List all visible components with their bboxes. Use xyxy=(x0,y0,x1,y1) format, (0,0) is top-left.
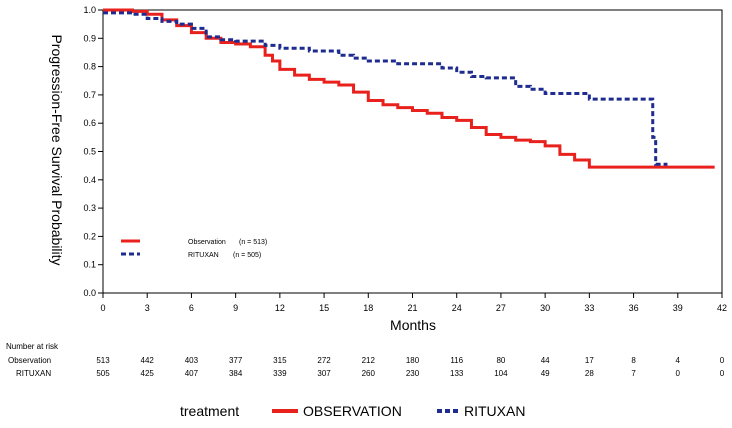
risk-cell: 425 xyxy=(141,369,155,378)
x-axis-label: Months xyxy=(390,317,436,333)
bottom-legend-label: RITUXAN xyxy=(464,403,525,419)
risk-cell: 513 xyxy=(96,356,110,365)
y-axis-label: Progression-Free Survival Probability xyxy=(49,34,65,265)
x-tick-label: 36 xyxy=(629,303,639,313)
inner-legend-label: Observation xyxy=(188,239,226,246)
risk-cell: 260 xyxy=(362,369,376,378)
risk-cell: 339 xyxy=(273,369,287,378)
inner-legend-count: (n = 505) xyxy=(233,252,261,259)
y-tick-label: 0.2 xyxy=(83,231,96,241)
x-tick-label: 21 xyxy=(407,303,417,313)
y-tick-label: 0.8 xyxy=(83,62,96,72)
x-tick-label: 33 xyxy=(584,303,594,313)
x-tick-label: 9 xyxy=(233,303,238,313)
series-line-rituxan xyxy=(103,11,668,166)
y-tick-label: 0.4 xyxy=(83,175,96,185)
risk-cell: 4 xyxy=(676,356,681,365)
bottom-legend: treatment OBSERVATION RITUXAN xyxy=(180,403,525,419)
y-tick-label: 0.5 xyxy=(83,147,96,157)
risk-cell: 116 xyxy=(450,356,463,365)
x-tick-label: 6 xyxy=(189,303,194,313)
y-tick-label: 0.1 xyxy=(83,260,96,270)
risk-cell: 0 xyxy=(720,356,725,365)
risk-cell: 407 xyxy=(185,369,199,378)
y-tick-label: 0.7 xyxy=(83,90,96,100)
risk-cell: 0 xyxy=(676,369,681,378)
risk-cell: 17 xyxy=(585,356,594,365)
series-line-observation xyxy=(103,8,715,169)
risk-cell: 384 xyxy=(229,369,243,378)
x-tick-label: 24 xyxy=(452,303,462,313)
bottom-legend-label: OBSERVATION xyxy=(303,403,402,419)
risk-cell: 272 xyxy=(317,356,331,365)
y-axis: 0.0 0.1 0.2 0.3 0.4 0.5 0.6 0.7 0.8 0.9 1.0 xyxy=(83,5,103,298)
risk-cell: 7 xyxy=(631,369,636,378)
risk-cell: 403 xyxy=(185,356,199,365)
risk-cell: 133 xyxy=(450,369,464,378)
bottom-legend-title: treatment xyxy=(180,403,239,419)
y-tick-label: 0.9 xyxy=(83,33,96,43)
x-tick-label: 15 xyxy=(319,303,329,313)
risk-table-title: Number at risk xyxy=(6,342,59,351)
x-tick-label: 42 xyxy=(717,303,727,313)
y-tick-label: 1.0 xyxy=(83,5,96,15)
x-tick-label: 30 xyxy=(540,303,550,313)
risk-cell: 104 xyxy=(494,369,508,378)
risk-cell: 180 xyxy=(406,356,420,365)
inner-legend: Observation (n = 513) RITUXAN (n = 505) xyxy=(121,239,267,259)
y-tick-label: 0.0 xyxy=(83,288,96,298)
risk-cell: 230 xyxy=(406,369,420,378)
risk-cell: 505 xyxy=(96,369,110,378)
risk-cell: 442 xyxy=(141,356,155,365)
inner-legend-label: RITUXAN xyxy=(188,252,219,259)
x-tick-label: 0 xyxy=(100,303,105,313)
risk-cell: 307 xyxy=(317,369,331,378)
risk-cell: 315 xyxy=(273,356,287,365)
risk-row-label: RITUXAN xyxy=(16,369,51,378)
y-tick-label: 0.6 xyxy=(83,118,96,128)
y-tick-label: 0.3 xyxy=(83,203,96,213)
x-tick-label: 12 xyxy=(275,303,285,313)
risk-cell: 0 xyxy=(720,369,725,378)
inner-legend-count: (n = 513) xyxy=(239,239,267,246)
risk-cell: 80 xyxy=(496,356,505,365)
risk-cell: 28 xyxy=(585,369,594,378)
risk-cell: 377 xyxy=(229,356,243,365)
plot-area xyxy=(102,8,723,294)
x-tick-label: 18 xyxy=(363,303,373,313)
x-axis: 0 3 6 9 12 15 18 21 24 27 30 33 36 39 42 xyxy=(100,293,727,313)
x-tick-label: 3 xyxy=(145,303,150,313)
risk-table: Number at risk Observation 513 442 403 377 315… xyxy=(6,342,725,378)
risk-cell: 44 xyxy=(541,356,550,365)
plot-frame xyxy=(102,9,723,294)
risk-cell: 212 xyxy=(362,356,376,365)
risk-row-label: Observation xyxy=(8,356,51,365)
x-tick-label: 27 xyxy=(496,303,506,313)
risk-cell: 8 xyxy=(631,356,636,365)
x-tick-label: 39 xyxy=(673,303,683,313)
risk-cell: 49 xyxy=(541,369,550,378)
